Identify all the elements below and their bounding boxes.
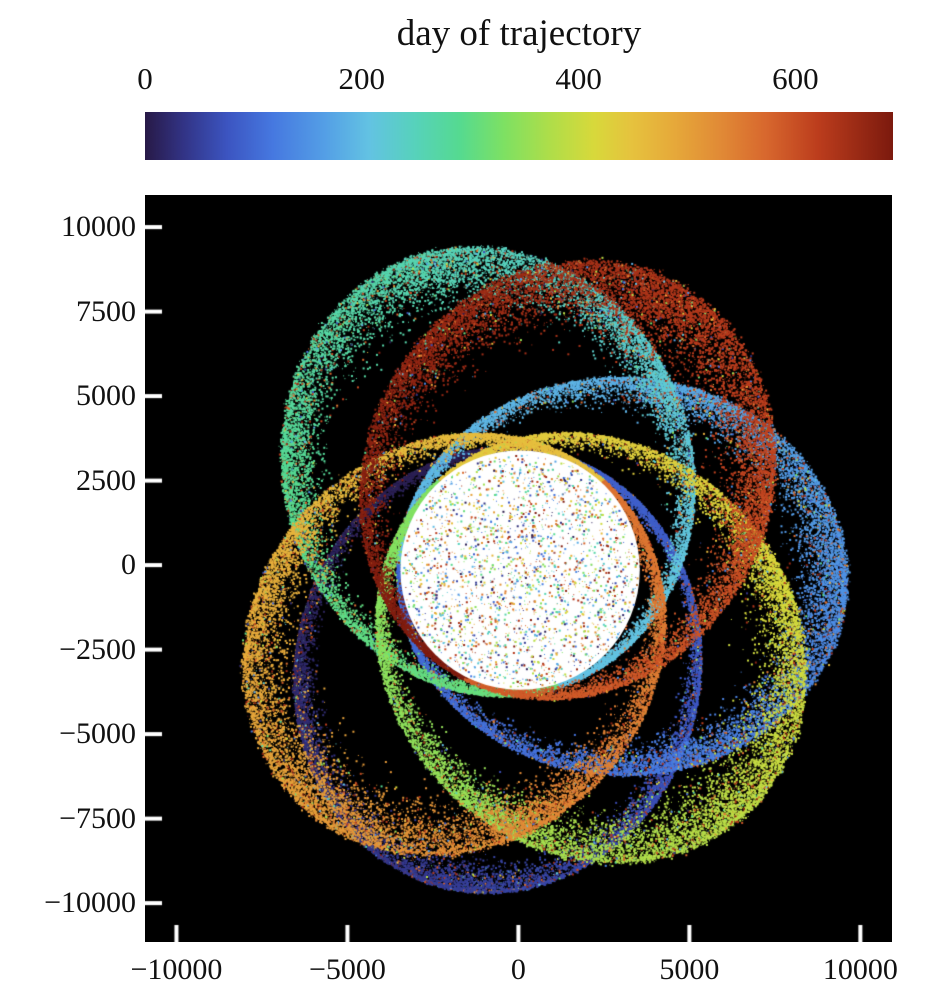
y-tick-label: −10000: [44, 886, 136, 920]
colorbar-tick-label: 600: [772, 61, 819, 96]
x-tick-label: 0: [510, 953, 526, 986]
y-tick-label: −2500: [59, 632, 136, 666]
y-tick-label: 0: [121, 548, 136, 582]
colorbar-gradient: [145, 112, 893, 160]
trajectory-scatter-plot: [145, 195, 892, 942]
x-tick-label: 10000: [822, 953, 898, 986]
y-tick-label: −5000: [59, 717, 136, 751]
y-tick-label: 10000: [61, 210, 136, 244]
colorbar-title: day of trajectory: [396, 13, 642, 54]
y-tick-label: 2500: [76, 463, 136, 497]
x-tick-label: −5000: [308, 953, 386, 986]
x-tick-label: −10000: [130, 953, 223, 986]
x-tick-label: 5000: [659, 953, 720, 986]
y-tick-label: 5000: [76, 379, 136, 413]
colorbar-tick-label: 0: [137, 61, 153, 96]
colorbar-tick-label: 400: [555, 61, 602, 96]
y-tick-label: −7500: [59, 801, 136, 835]
y-tick-label: 7500: [76, 294, 136, 328]
colorbar-tick-label: 200: [338, 61, 386, 96]
